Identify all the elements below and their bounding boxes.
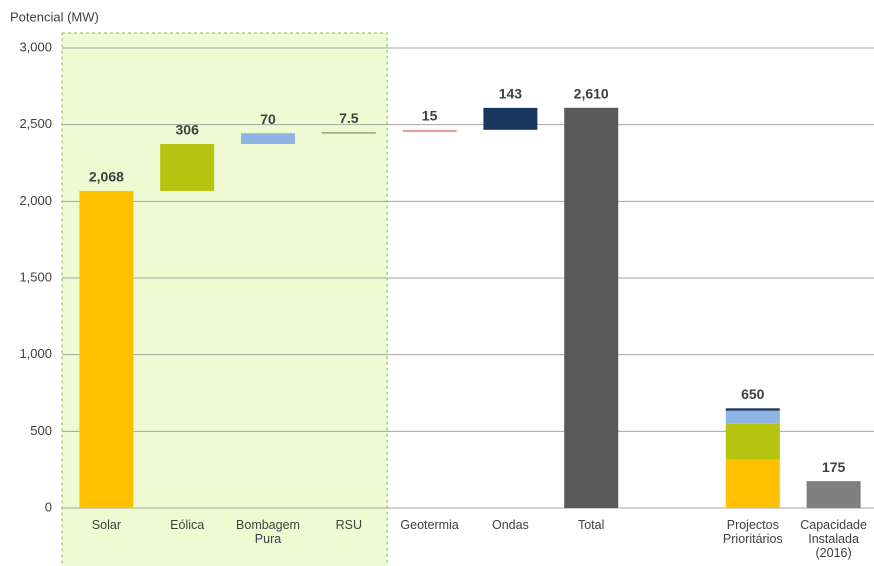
stack-segment	[725, 410, 780, 424]
y-tick-label: 500	[30, 423, 52, 438]
y-tick-label: 1,500	[19, 269, 52, 284]
value-label: 2,610	[574, 86, 609, 102]
bar	[79, 190, 134, 508]
stack-segment	[725, 459, 780, 508]
x-tick-label: Ondas	[491, 518, 529, 532]
y-tick-label: 1,000	[19, 346, 52, 361]
value-label: 175	[822, 459, 846, 475]
x-tick-label: Bombagem Pura	[236, 518, 300, 546]
bar	[160, 143, 215, 191]
x-tick-label: Capacidade Instalada (2016)	[800, 518, 867, 560]
stack-segment	[725, 423, 780, 460]
bar	[564, 107, 619, 509]
bar	[321, 132, 376, 134]
value-label: 650	[741, 386, 765, 402]
x-tick-label: Solar	[91, 518, 121, 532]
value-label: 70	[260, 111, 276, 127]
x-tick-label: Geotermia	[400, 518, 459, 532]
bar	[402, 129, 457, 133]
y-tick-label: 2,000	[19, 193, 52, 208]
x-tick-label: Projectos Prioritários	[722, 518, 783, 546]
stack-segment	[725, 408, 780, 411]
y-tick-label: 3,000	[19, 39, 52, 54]
y-axis-label: Potencial (MW)	[10, 9, 99, 24]
value-label: 143	[499, 86, 523, 102]
value-label: 306	[176, 122, 200, 138]
bar	[241, 133, 295, 144]
x-tick-label: Total	[577, 518, 605, 532]
bar	[806, 481, 861, 508]
x-tick-label: RSU	[335, 518, 362, 532]
value-label: 7.5	[339, 110, 359, 126]
y-tick-label: 2,500	[19, 116, 52, 131]
x-tick-label: Eólica	[170, 518, 205, 532]
y-tick-label: 0	[45, 499, 52, 514]
bar	[483, 107, 538, 130]
value-label: 15	[422, 108, 438, 124]
value-label: 2,068	[89, 169, 124, 185]
